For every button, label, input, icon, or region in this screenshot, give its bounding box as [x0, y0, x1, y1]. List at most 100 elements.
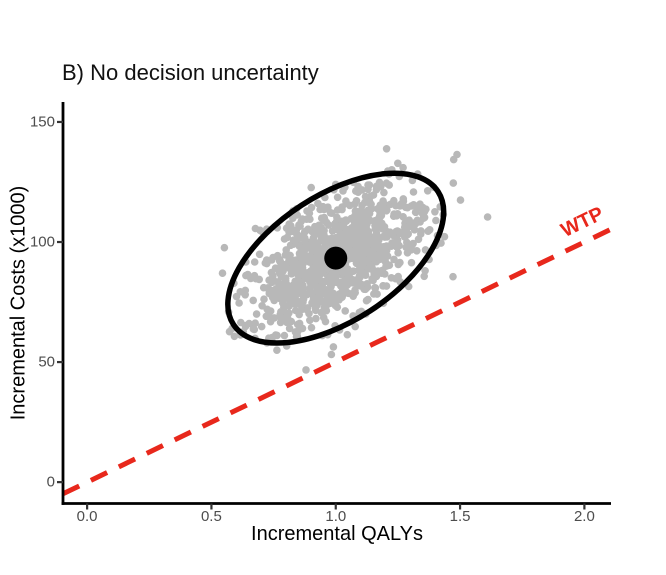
x-tick-label: 2.0	[573, 508, 595, 525]
scatter-point	[327, 350, 336, 359]
scatter-point	[358, 201, 366, 210]
scatter-point	[263, 259, 271, 268]
scatter-point	[390, 255, 398, 264]
scatter-point	[294, 271, 302, 279]
scatter-point	[411, 219, 419, 228]
scatter-point	[302, 274, 311, 283]
scatter-point	[218, 269, 227, 278]
scatter-point	[394, 260, 403, 269]
scatter-point	[423, 187, 432, 195]
scatter-point	[390, 196, 398, 205]
scatter-point	[359, 259, 368, 268]
scatter-point	[409, 188, 418, 196]
scatter-point	[449, 155, 458, 164]
scatter-point	[351, 322, 360, 331]
scatter-point	[307, 323, 316, 332]
x-tick-label: 0.5	[200, 508, 222, 525]
scatter-point	[297, 301, 305, 310]
scatter-point	[420, 272, 429, 281]
scatter-point	[338, 205, 346, 214]
scatter-point	[314, 199, 322, 208]
scatter-point	[257, 322, 266, 331]
scatter-point	[456, 196, 465, 204]
scatter-point	[333, 193, 342, 202]
scatter-point	[394, 249, 402, 257]
scatter-point	[363, 280, 371, 288]
scatter-point	[249, 296, 257, 305]
scatter-point	[260, 295, 268, 304]
scatter-point	[449, 179, 458, 187]
scatter-point	[328, 209, 336, 217]
scatter-point	[314, 285, 322, 293]
scatter-point	[265, 276, 273, 285]
mean-point	[324, 246, 348, 270]
x-axis-title: Incremental QALYs	[251, 523, 423, 545]
scatter-point	[289, 298, 298, 307]
scatter-point	[339, 220, 348, 228]
scatter-point	[420, 213, 429, 222]
scatter-point	[250, 271, 259, 280]
scatter-point	[387, 274, 396, 282]
scatter-point	[403, 249, 412, 257]
scatter-point	[432, 216, 440, 225]
scatter-point	[356, 273, 364, 282]
y-tick-label: 0	[46, 473, 55, 491]
scatter-point	[317, 214, 326, 222]
scatter-point	[287, 269, 296, 278]
scatter-point	[250, 325, 259, 334]
scatter-point	[449, 272, 457, 281]
scatter-point	[312, 314, 320, 323]
scatter-point	[398, 201, 407, 210]
scatter-point	[324, 221, 333, 229]
scatter-point	[266, 307, 275, 315]
scatter-point	[343, 232, 352, 240]
scatter-point	[302, 215, 311, 223]
scatter-point	[294, 231, 302, 240]
scatter-point	[413, 247, 421, 255]
scatter-point	[371, 225, 380, 233]
scatter-point	[264, 284, 272, 292]
scatter-point	[382, 230, 391, 239]
scatter-point	[294, 327, 302, 336]
scatter-point	[308, 246, 317, 255]
scatter-point	[275, 268, 283, 276]
scatter-point	[373, 205, 382, 213]
scatter-point	[291, 237, 299, 245]
scatter-point	[440, 232, 449, 241]
scatter-point	[347, 275, 355, 283]
scatter-point	[385, 261, 394, 270]
scatter-point	[301, 227, 310, 236]
scatter-point	[251, 319, 259, 328]
scatter-point	[364, 295, 372, 304]
scatter-point	[319, 245, 327, 254]
scatter-point	[407, 258, 416, 267]
scatter-point	[272, 285, 281, 293]
scatter-point	[307, 203, 316, 212]
scatter-point	[293, 263, 302, 272]
scatter-point	[378, 247, 386, 255]
scatter-point	[280, 302, 289, 310]
scatter-point	[322, 302, 330, 311]
scatter-point	[342, 197, 350, 205]
scatter-point	[302, 240, 311, 249]
scatter-point	[408, 176, 417, 185]
scatter-point	[371, 284, 380, 292]
scatter-point	[283, 233, 292, 242]
scatter-point	[370, 251, 379, 259]
scatter-point	[273, 346, 281, 355]
scatter-point	[372, 272, 381, 281]
scatter-point	[315, 298, 323, 306]
scatter-point	[331, 221, 340, 230]
y-tick-label: 150	[29, 113, 55, 131]
scatter-point	[270, 295, 279, 304]
scatter-point	[358, 186, 366, 194]
scatter-point	[306, 257, 315, 266]
scatter-point	[309, 294, 318, 303]
scatter-point	[251, 224, 260, 233]
scatter-point	[369, 240, 378, 248]
scatter-point	[285, 324, 294, 333]
scatter-point	[232, 292, 241, 301]
scatter-point	[349, 222, 358, 231]
scatter-point	[396, 229, 404, 238]
